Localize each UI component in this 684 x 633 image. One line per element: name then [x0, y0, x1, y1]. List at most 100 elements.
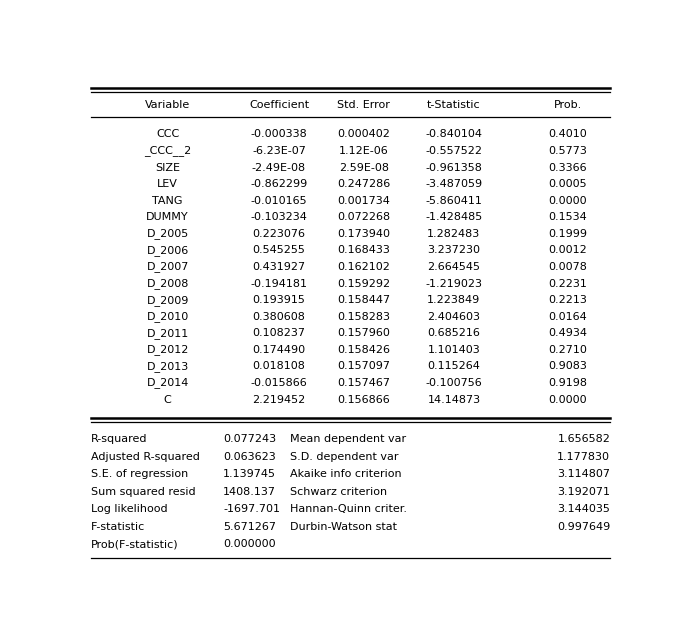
Text: 0.0078: 0.0078: [549, 262, 588, 272]
Text: -0.103234: -0.103234: [250, 212, 307, 222]
Text: -0.000338: -0.000338: [250, 130, 307, 139]
Text: 3.192071: 3.192071: [557, 487, 610, 497]
Text: 2.664545: 2.664545: [428, 262, 480, 272]
Text: -3.487059: -3.487059: [425, 179, 482, 189]
Text: -0.840104: -0.840104: [425, 130, 482, 139]
Text: DUMMY: DUMMY: [146, 212, 189, 222]
Text: 5.671267: 5.671267: [223, 522, 276, 532]
Text: -0.015866: -0.015866: [250, 378, 307, 388]
Text: D_2008: D_2008: [146, 278, 189, 289]
Text: -0.100756: -0.100756: [425, 378, 482, 388]
Text: 1.656582: 1.656582: [557, 434, 610, 444]
Text: 0.115264: 0.115264: [428, 361, 480, 372]
Text: 0.9198: 0.9198: [549, 378, 588, 388]
Text: 0.157097: 0.157097: [337, 361, 391, 372]
Text: -1697.701: -1697.701: [223, 505, 280, 514]
Text: CCC: CCC: [156, 130, 179, 139]
Text: C: C: [163, 394, 172, 404]
Text: 0.685216: 0.685216: [428, 329, 480, 338]
Text: 3.237230: 3.237230: [428, 246, 480, 256]
Text: Prob.: Prob.: [554, 100, 582, 110]
Text: 0.4934: 0.4934: [549, 329, 588, 338]
Text: 0.431927: 0.431927: [252, 262, 306, 272]
Text: 0.108237: 0.108237: [252, 329, 306, 338]
Text: 3.144035: 3.144035: [557, 505, 610, 514]
Text: LEV: LEV: [157, 179, 178, 189]
Text: 1.177830: 1.177830: [557, 451, 610, 461]
Text: 0.072268: 0.072268: [337, 212, 391, 222]
Text: 0.997649: 0.997649: [557, 522, 610, 532]
Text: 0.063623: 0.063623: [223, 451, 276, 461]
Text: -2.49E-08: -2.49E-08: [252, 163, 306, 173]
Text: 0.380608: 0.380608: [252, 311, 306, 322]
Text: 0.158447: 0.158447: [337, 295, 391, 305]
Text: 0.001734: 0.001734: [337, 196, 391, 206]
Text: Variable: Variable: [145, 100, 190, 110]
Text: Durbin-Watson stat: Durbin-Watson stat: [289, 522, 397, 532]
Text: -6.23E-07: -6.23E-07: [252, 146, 306, 156]
Text: 14.14873: 14.14873: [428, 394, 480, 404]
Text: D_2011: D_2011: [146, 328, 189, 339]
Text: -0.961358: -0.961358: [425, 163, 482, 173]
Text: 0.156866: 0.156866: [337, 394, 390, 404]
Text: D_2012: D_2012: [146, 344, 189, 355]
Text: Akaike info criterion: Akaike info criterion: [289, 469, 402, 479]
Text: D_2013: D_2013: [146, 361, 189, 372]
Text: t-Statistic: t-Statistic: [427, 100, 481, 110]
Text: Sum squared resid: Sum squared resid: [91, 487, 196, 497]
Text: 0.9083: 0.9083: [549, 361, 588, 372]
Text: Hannan-Quinn criter.: Hannan-Quinn criter.: [289, 505, 406, 514]
Text: 2.219452: 2.219452: [252, 394, 306, 404]
Text: 0.545255: 0.545255: [252, 246, 306, 256]
Text: 1408.137: 1408.137: [223, 487, 276, 497]
Text: F-statistic: F-statistic: [91, 522, 145, 532]
Text: 2.59E-08: 2.59E-08: [339, 163, 389, 173]
Text: _CCC__2: _CCC__2: [144, 146, 192, 156]
Text: 0.2231: 0.2231: [549, 279, 588, 289]
Text: 0.4010: 0.4010: [549, 130, 588, 139]
Text: S.E. of regression: S.E. of regression: [91, 469, 188, 479]
Text: 1.12E-06: 1.12E-06: [339, 146, 389, 156]
Text: 1.282483: 1.282483: [428, 229, 481, 239]
Text: -0.010165: -0.010165: [250, 196, 307, 206]
Text: 0.1999: 0.1999: [549, 229, 588, 239]
Text: D_2010: D_2010: [146, 311, 189, 322]
Text: 0.0005: 0.0005: [549, 179, 587, 189]
Text: 0.3366: 0.3366: [549, 163, 587, 173]
Text: 2.404603: 2.404603: [428, 311, 480, 322]
Text: SIZE: SIZE: [155, 163, 180, 173]
Text: Std. Error: Std. Error: [337, 100, 391, 110]
Text: Log likelihood: Log likelihood: [91, 505, 168, 514]
Text: Coefficient: Coefficient: [249, 100, 309, 110]
Text: 0.159292: 0.159292: [337, 279, 391, 289]
Text: D_2009: D_2009: [146, 295, 189, 306]
Text: 0.162102: 0.162102: [337, 262, 391, 272]
Text: Adjusted R-squared: Adjusted R-squared: [91, 451, 200, 461]
Text: 1.101403: 1.101403: [428, 345, 480, 355]
Text: 0.157467: 0.157467: [337, 378, 391, 388]
Text: 0.5773: 0.5773: [549, 146, 588, 156]
Text: Prob(F-statistic): Prob(F-statistic): [91, 539, 179, 549]
Text: -1.219023: -1.219023: [425, 279, 482, 289]
Text: D_2005: D_2005: [146, 229, 189, 239]
Text: 0.168433: 0.168433: [337, 246, 391, 256]
Text: -0.862299: -0.862299: [250, 179, 308, 189]
Text: 0.158426: 0.158426: [337, 345, 391, 355]
Text: 3.114807: 3.114807: [557, 469, 610, 479]
Text: TANG: TANG: [153, 196, 183, 206]
Text: D_2014: D_2014: [146, 377, 189, 389]
Text: S.D. dependent var: S.D. dependent var: [289, 451, 398, 461]
Text: 0.193915: 0.193915: [252, 295, 306, 305]
Text: 0.174490: 0.174490: [252, 345, 306, 355]
Text: 0.2213: 0.2213: [549, 295, 588, 305]
Text: D_2006: D_2006: [146, 245, 189, 256]
Text: -0.194181: -0.194181: [250, 279, 308, 289]
Text: -5.860411: -5.860411: [425, 196, 482, 206]
Text: 0.157960: 0.157960: [337, 329, 391, 338]
Text: 0.173940: 0.173940: [337, 229, 391, 239]
Text: Mean dependent var: Mean dependent var: [289, 434, 406, 444]
Text: D_2007: D_2007: [146, 261, 189, 272]
Text: Schwarz criterion: Schwarz criterion: [289, 487, 386, 497]
Text: 0.018108: 0.018108: [252, 361, 306, 372]
Text: 0.223076: 0.223076: [252, 229, 306, 239]
